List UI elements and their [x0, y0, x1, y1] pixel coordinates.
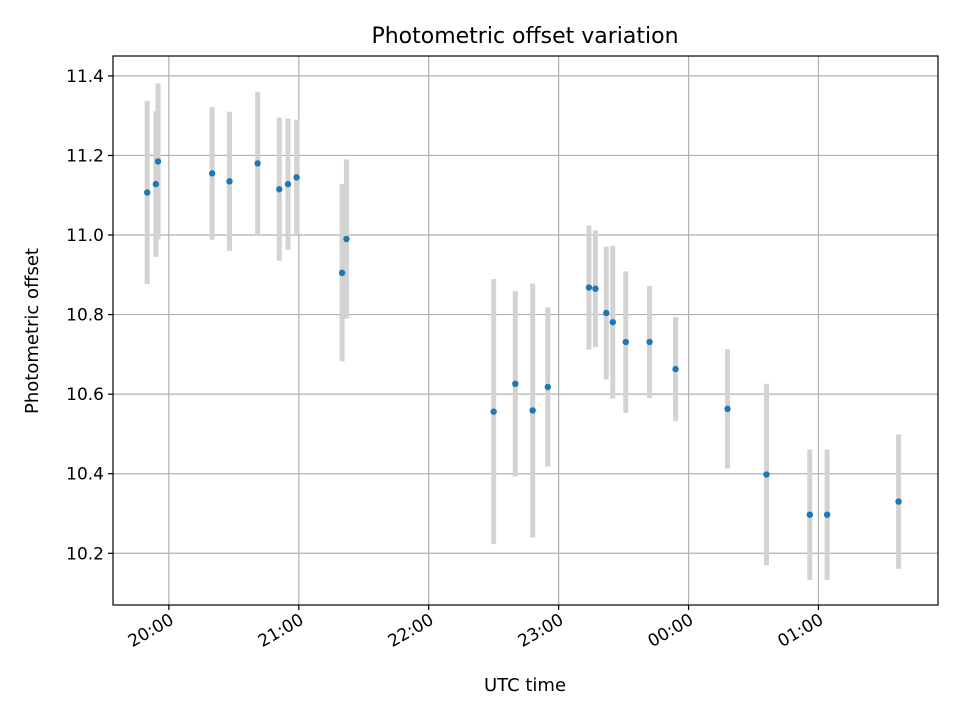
data-point [622, 338, 629, 346]
y-axis-label: Photometric offset [22, 248, 43, 414]
data-point [512, 380, 519, 388]
y-tick-label: 11.0 [66, 226, 104, 246]
data-point [609, 318, 616, 326]
data-point [284, 180, 292, 188]
y-tick-label: 10.6 [66, 385, 104, 405]
y-tick-label: 10.4 [66, 465, 104, 485]
grid [113, 56, 938, 605]
chart-title: Photometric offset variation [371, 24, 678, 49]
axis-ticks: 10.2 10.4 10.6 10.8 11.0 11.2 11.4 20:00 21:00 22… [66, 67, 827, 652]
data-points [144, 158, 902, 518]
x-tick-label: 20:00 [125, 610, 177, 652]
data-point [276, 186, 283, 193]
data-point [895, 498, 902, 505]
data-point [646, 338, 653, 346]
x-tick-label: 01:00 [775, 610, 827, 652]
data-point [806, 511, 814, 518]
plot-frame [112, 55, 939, 606]
data-point [338, 269, 346, 277]
data-point [544, 383, 552, 391]
y-tick-label: 10.2 [66, 544, 104, 564]
x-tick-label: 21:00 [255, 610, 307, 652]
x-tick-label: 23:00 [515, 610, 567, 652]
data-point [343, 235, 350, 243]
y-tick-label: 10.8 [66, 306, 104, 326]
data-point [490, 408, 497, 415]
data-point [585, 284, 593, 291]
data-point [724, 405, 731, 413]
data-point [763, 471, 770, 478]
data-point [154, 158, 162, 165]
data-point [293, 174, 300, 181]
data-point [592, 285, 599, 292]
data-point [529, 407, 536, 414]
data-point [144, 189, 151, 196]
data-point [208, 170, 216, 177]
y-tick-label: 11.4 [66, 67, 104, 87]
x-tick-label: 22:00 [385, 610, 437, 652]
data-point [603, 309, 610, 317]
x-axis-label: UTC time [484, 675, 566, 696]
data-point [672, 365, 679, 373]
x-tick-label: 00:00 [645, 610, 697, 652]
y-tick-label: 11.2 [66, 146, 104, 166]
data-point [226, 178, 233, 185]
data-point [152, 180, 160, 188]
data-point [823, 511, 831, 518]
error-bars [144, 83, 902, 580]
data-point [254, 160, 261, 167]
